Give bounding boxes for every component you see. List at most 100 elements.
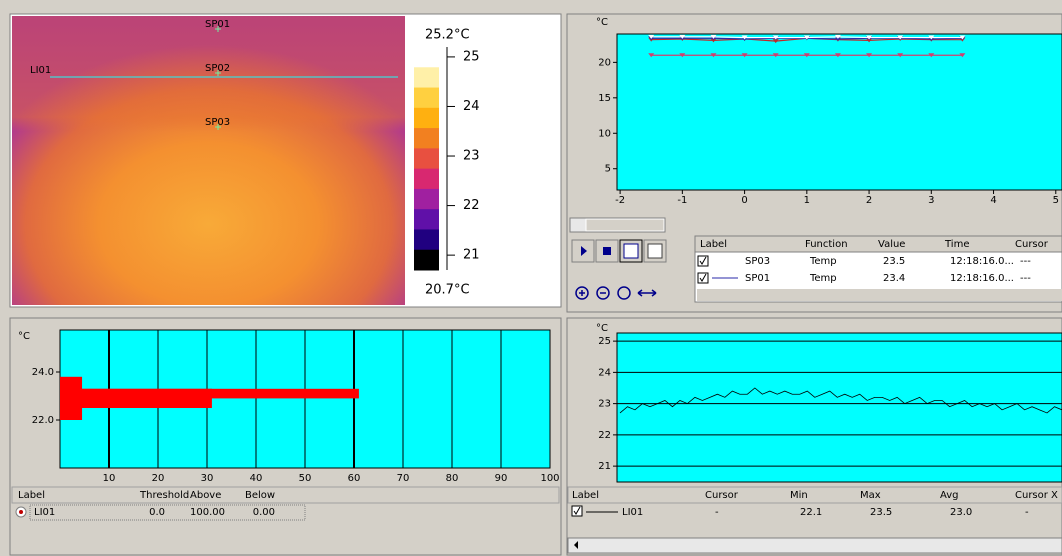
line-label: LI01 (30, 65, 51, 76)
scale-tick-label: 25 (463, 49, 480, 64)
column-header: Value (878, 239, 905, 250)
chart-icon (624, 244, 638, 258)
column-header: Cursor X (1015, 490, 1058, 501)
table-cell: 23.0 (950, 507, 972, 518)
scale-tick-label: 21 (463, 248, 480, 263)
x-tick-label: 2 (866, 195, 872, 206)
x-tick-label: 60 (348, 473, 361, 484)
table-cell: --- (1020, 273, 1031, 284)
scroll-thumb[interactable] (586, 219, 664, 231)
table-cell: Temp (809, 256, 837, 267)
table-cell: LI01 (34, 507, 55, 518)
table-cell: --- (1020, 256, 1031, 267)
scale-tick-label: 24 (463, 99, 480, 114)
checkbox[interactable] (698, 273, 708, 283)
column-header: Cursor (705, 490, 739, 501)
y-unit: °C (18, 331, 30, 342)
table-cell: SP03 (745, 256, 770, 267)
color-step (414, 250, 439, 271)
color-step (414, 189, 439, 210)
color-step (414, 108, 439, 129)
trend-plot (617, 34, 1062, 190)
scale-max: 25.2°C (425, 28, 470, 43)
table-cell: - (1025, 507, 1029, 518)
table-cell: - (715, 507, 719, 518)
column-header: Threshold (139, 490, 189, 501)
x-tick-label: 50 (299, 473, 312, 484)
x-tick-label: 80 (446, 473, 459, 484)
color-step (414, 169, 439, 190)
color-step (414, 229, 439, 250)
column-header: Avg (940, 490, 959, 501)
column-header: Min (790, 490, 808, 501)
x-tick-label: 100 (540, 473, 559, 484)
checkbox[interactable] (698, 256, 708, 266)
profile-plot (617, 333, 1062, 482)
bar (60, 389, 359, 399)
x-tick-label: -2 (615, 195, 625, 206)
color-step (414, 88, 439, 109)
profile-scrollbar[interactable] (568, 538, 1062, 553)
table-cell: 22.1 (800, 507, 822, 518)
column-header: Above (190, 490, 221, 501)
y-tick-label: 22.0 (32, 415, 54, 426)
scale-tick-label: 22 (463, 198, 480, 213)
scale-tick-label: 23 (463, 149, 480, 164)
y-tick-label: 20 (598, 57, 611, 68)
table-cell: 0.00 (253, 507, 275, 518)
column-header: Cursor (1015, 239, 1049, 250)
x-tick-label: 20 (152, 473, 165, 484)
scale-min: 20.7°C (425, 283, 470, 298)
export-icon (648, 244, 662, 258)
x-tick-label: 1 (804, 195, 810, 206)
y-tick-label: 22 (598, 430, 611, 441)
column-header: Time (944, 239, 969, 250)
column-header: Label (18, 490, 45, 501)
stop-icon (603, 247, 611, 255)
y-tick-label: 5 (605, 164, 611, 175)
x-tick-label: 0 (741, 195, 747, 206)
table-cell: LI01 (622, 507, 643, 518)
x-tick-label: 3 (928, 195, 934, 206)
table-cell: 12:18:16.0... (950, 273, 1014, 284)
table-header (12, 487, 559, 503)
color-step (414, 67, 439, 88)
y-tick-label: 21 (598, 461, 611, 472)
y-tick-label: 10 (598, 128, 611, 139)
table-cell: 23.4 (883, 273, 905, 284)
thermal-overlay (12, 16, 405, 305)
column-header: Function (805, 239, 848, 250)
table-cell: 12:18:16.0... (950, 256, 1014, 267)
x-tick-label: 4 (990, 195, 996, 206)
x-tick-label: -1 (677, 195, 687, 206)
x-tick-label: 40 (250, 473, 263, 484)
table-scrollbar[interactable] (697, 289, 1062, 301)
x-tick-label: 5 (1053, 195, 1059, 206)
color-step (414, 148, 439, 169)
table-cell: 100.00 (190, 507, 225, 518)
column-header: Label (700, 239, 727, 250)
y-unit: °C (596, 323, 608, 334)
screen: LI01SP01SP02SP0325.2°C20.7°C2524232221°C… (0, 0, 1062, 556)
y-tick-label: 15 (598, 93, 611, 104)
color-step (414, 47, 439, 68)
table-cell: 0.0 (149, 507, 165, 518)
y-tick-label: 24.0 (32, 367, 54, 378)
radio-dot (19, 510, 23, 514)
checkbox[interactable] (572, 506, 582, 516)
color-step (414, 128, 439, 149)
y-tick-label: 25 (598, 336, 611, 347)
x-tick-label: 70 (397, 473, 410, 484)
table-cell: 23.5 (883, 256, 905, 267)
x-tick-label: 10 (103, 473, 116, 484)
x-tick-label: 90 (495, 473, 508, 484)
column-header: Below (245, 490, 275, 501)
y-tick-label: 23 (598, 399, 611, 410)
table-cell: 23.5 (870, 507, 892, 518)
color-step (414, 209, 439, 230)
column-header: Label (572, 490, 599, 501)
column-header: Max (860, 490, 881, 501)
table-header (568, 487, 1062, 503)
table-cell: Temp (809, 273, 837, 284)
table-cell: SP01 (745, 273, 770, 284)
